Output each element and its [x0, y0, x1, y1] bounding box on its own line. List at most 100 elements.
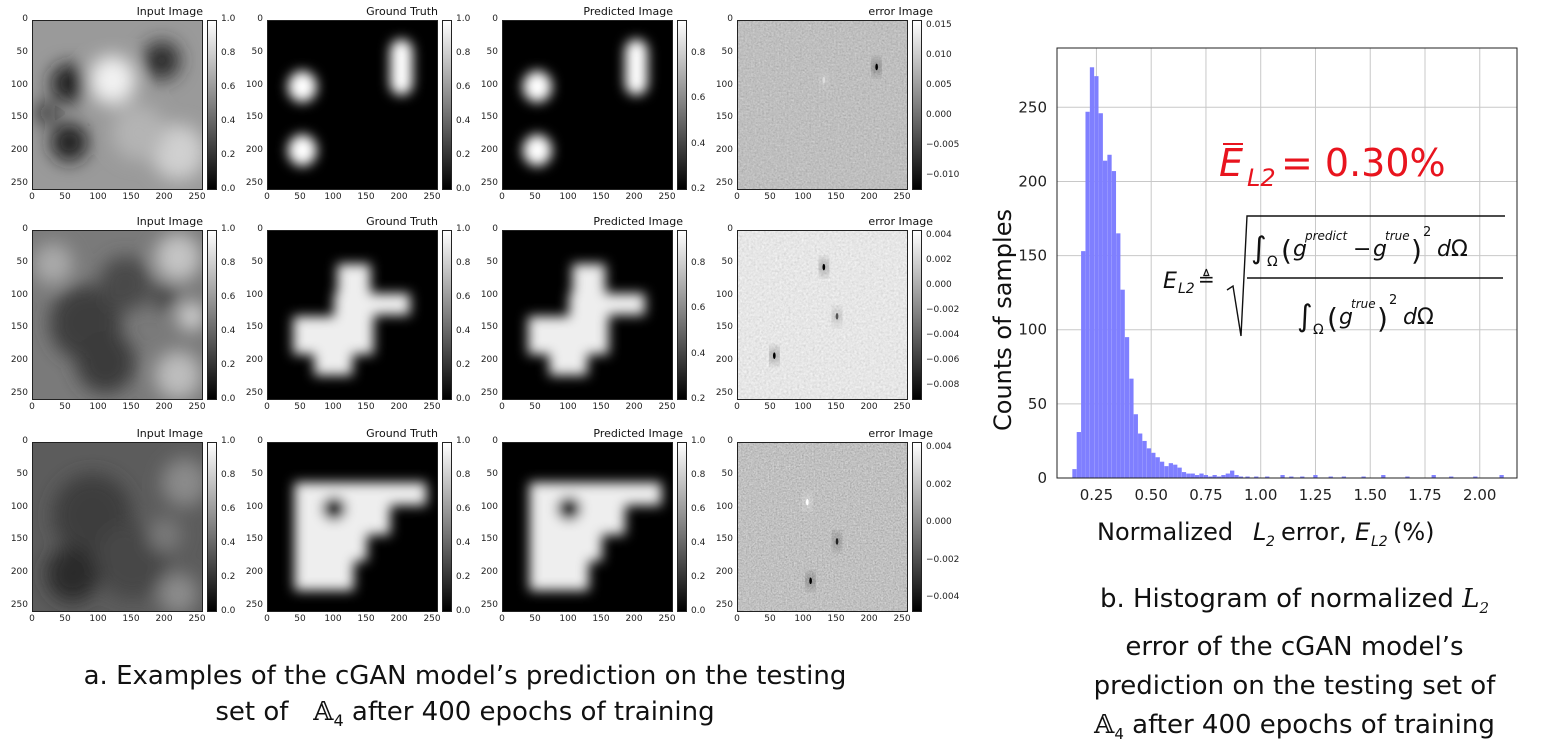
num-integral: ∫	[1251, 231, 1267, 266]
x-tick-label: 250	[188, 402, 206, 412]
colorbar	[207, 442, 217, 612]
panel-title: error Image	[868, 5, 933, 18]
x-tick-label: 2.00	[1463, 486, 1496, 504]
histogram-bar	[1103, 160, 1108, 479]
den-lparen: (	[1327, 302, 1338, 335]
colorbar-tick-label: 0.2	[456, 360, 471, 370]
colorbar-tick-label: 0.8	[691, 470, 706, 480]
y-tick-label: 100	[480, 289, 498, 300]
den-integral: ∫	[1297, 299, 1313, 334]
x-tick-label: 200	[155, 402, 173, 412]
x-tick-label: 50	[529, 614, 541, 624]
histogram-bar	[1216, 476, 1222, 478]
panel-title: error Image	[868, 427, 933, 440]
sqrt-sign	[1226, 215, 1505, 337]
set-symbol-sub: 4	[333, 711, 344, 731]
y-tick-label: 0	[492, 14, 498, 24]
y-tick-label: 150	[245, 112, 263, 123]
x-tick-label: 0	[499, 192, 505, 202]
histogram-bar	[1142, 440, 1147, 478]
y-tick-label: 0	[22, 14, 28, 24]
x-tick-label: 200	[860, 402, 878, 412]
y-tick-label: 250	[480, 600, 498, 611]
histogram-bar	[1195, 475, 1200, 478]
colorbar-tick-label: 0.010	[926, 50, 952, 60]
colorbar-tick-label: 0.4	[456, 116, 471, 126]
histogram-bar	[1265, 476, 1270, 478]
x-tick-label: 150	[592, 402, 610, 412]
num-omega: Ω	[1267, 254, 1278, 270]
x-axis-label-part1: Normalized	[1097, 518, 1233, 546]
colorbar-tick-label: −0.010	[926, 170, 960, 180]
y-tick-label: 250	[10, 178, 28, 189]
colorbar-tick-label: 1.0	[691, 436, 706, 446]
y-tick-label: 100	[245, 289, 263, 300]
x-tick-label: 200	[625, 402, 643, 412]
x-tick-label: 100	[559, 192, 577, 202]
panel-title: error Image	[868, 215, 933, 228]
y-tick-label: 0	[22, 436, 28, 446]
num-minus: −	[1353, 237, 1371, 262]
y-tick-label: 50	[721, 46, 733, 57]
y-tick-label: 200	[245, 145, 263, 156]
histogram-bar	[1245, 476, 1250, 478]
y-tick-label: 50	[486, 256, 498, 267]
histogram-bar	[1289, 476, 1294, 478]
mean-E: E	[1219, 141, 1243, 185]
colorbar-tick-label: 0.4	[691, 348, 706, 359]
input-image	[32, 20, 203, 190]
colorbar	[207, 230, 217, 400]
colorbar	[442, 230, 452, 400]
histogram-bar	[1085, 111, 1090, 479]
colorbar-tick-label: 0.004	[926, 230, 952, 240]
mean-value: = 0.30%	[1281, 141, 1446, 185]
y-tick-label: 0	[727, 224, 733, 234]
y-tick-label: 0	[257, 224, 263, 234]
y-tick-label: 200	[245, 355, 263, 366]
caption-b-line2: error of the cGAN model’s	[1125, 632, 1464, 663]
colorbar	[442, 20, 452, 190]
caption-a: a. Examples of the cGAN model’s predicti…	[20, 658, 910, 739]
x-tick-label: 250	[423, 192, 441, 202]
y-tick-label: 250	[715, 600, 733, 611]
y-tick-label: 50	[721, 256, 733, 267]
colorbar-tick-label: 0.6	[221, 504, 236, 514]
colorbar-tick-label: −0.008	[926, 380, 960, 390]
x-tick-label: 0.25	[1080, 486, 1113, 504]
histogram-bar	[1168, 463, 1173, 478]
num-sup-predict: predict	[1304, 229, 1348, 243]
colorbar-tick-label: 0.8	[691, 258, 706, 268]
histogram-bar	[1234, 475, 1239, 478]
panel-title: Predicted Image	[593, 427, 683, 440]
colorbar-tick-label: 0.4	[221, 326, 236, 336]
x-tick-label: 100	[324, 614, 342, 624]
x-tick-label: 200	[860, 614, 878, 624]
x-tick-label: 150	[827, 192, 845, 202]
x-tick-label: 250	[893, 192, 911, 202]
colorbar	[207, 20, 217, 190]
den-sq: 2	[1389, 293, 1397, 308]
x-tick-label: 100	[89, 402, 107, 412]
set-symbol-b: 𝔸	[1094, 710, 1115, 741]
y-tick-label: 100	[715, 289, 733, 300]
y-tick-label: 250	[715, 388, 733, 399]
colorbar-tick-label: 0.8	[221, 470, 236, 480]
colorbar-tick-label: −0.005	[926, 140, 960, 150]
colorbar-tick-label: 0.8	[456, 258, 471, 268]
colorbar-tick-label: −0.004	[926, 330, 960, 340]
x-tick-label: 1.50	[1354, 486, 1387, 504]
y-tick-label: 100	[480, 79, 498, 90]
y-tick-label: 200	[715, 145, 733, 156]
histogram-bar	[1313, 475, 1318, 478]
colorbar	[442, 442, 452, 612]
panel-title: Input Image	[136, 427, 203, 440]
y-tick-label: 250	[10, 600, 28, 611]
x-tick-label: 250	[188, 614, 206, 624]
num-sup-true: true	[1385, 229, 1410, 243]
x-tick-label: 100	[324, 192, 342, 202]
colorbar-tick-label: 1.0	[456, 14, 471, 24]
histogram-bar	[1199, 473, 1204, 478]
x-tick-label: 100	[89, 192, 107, 202]
y-tick-label: 150	[245, 534, 263, 545]
num-g1: g	[1293, 237, 1307, 262]
